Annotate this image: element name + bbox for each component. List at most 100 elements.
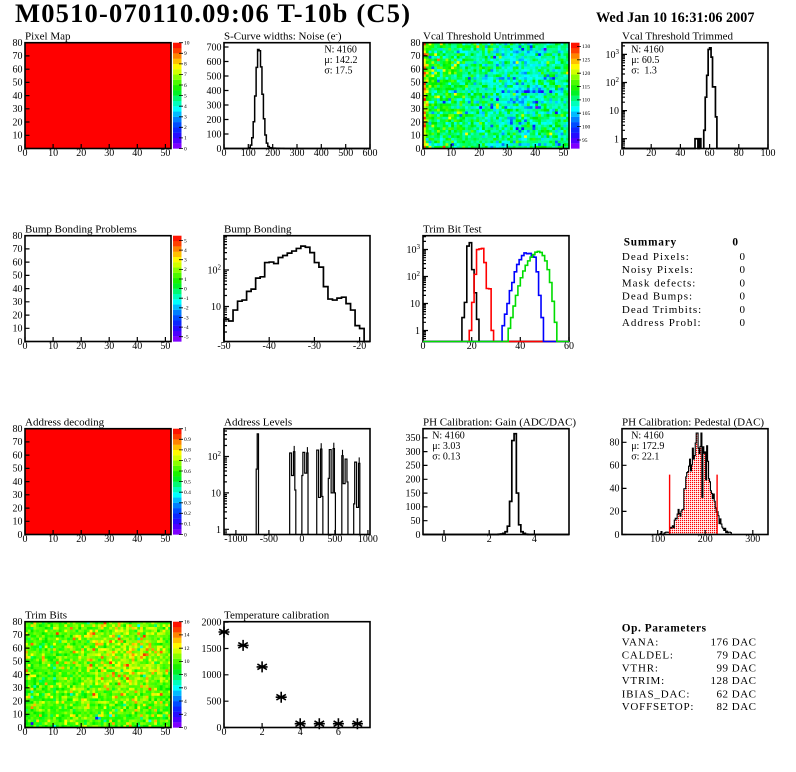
svg-text:4: 4 [184,248,187,254]
svg-text:σ: 17.5: σ: 17.5 [324,65,352,76]
svg-text:250: 250 [406,461,421,472]
svg-text:2000: 2000 [202,617,222,628]
svg-text:60: 60 [13,643,23,654]
svg-text:7: 7 [184,72,187,78]
svg-text:Dead Trimbits:: Dead Trimbits: [622,304,702,316]
svg-text:60: 60 [13,450,23,461]
svg-text:0: 0 [222,148,227,159]
svg-text:600: 600 [207,57,222,68]
svg-text:20: 20 [411,117,421,128]
svg-text:0: 0 [217,723,222,734]
svg-text:100: 100 [650,534,665,545]
svg-text:80: 80 [13,231,23,242]
svg-text:5: 5 [184,238,187,244]
svg-text:60: 60 [705,148,715,159]
svg-text:10: 10 [211,489,221,500]
svg-text:40: 40 [411,91,421,102]
svg-text:1: 1 [184,136,187,142]
svg-text:100: 100 [241,148,256,159]
svg-text:2: 2 [487,534,492,545]
svg-text:0.4: 0.4 [184,490,191,496]
svg-text:40: 40 [132,148,142,159]
svg-text:10: 10 [411,131,421,142]
svg-text:30: 30 [104,534,114,545]
svg-text:350: 350 [406,433,421,444]
svg-text:100: 100 [406,502,421,513]
svg-text:4: 4 [184,104,187,110]
svg-text:2: 2 [184,125,187,131]
svg-text:Temperature calibration: Temperature calibration [224,610,330,622]
svg-text:10: 10 [48,534,58,545]
svg-text:130: 130 [582,44,591,50]
svg-text:9: 9 [184,51,187,57]
svg-text:-500: -500 [260,534,278,545]
svg-text:600: 600 [363,148,378,159]
svg-text:300: 300 [745,534,760,545]
svg-text:10: 10 [13,324,23,335]
svg-text:0: 0 [299,534,304,545]
svg-text:6: 6 [184,686,187,692]
svg-text:Bump Bonding: Bump Bonding [224,224,292,236]
svg-text:105: 105 [582,111,591,117]
svg-text:Address Probl:: Address Probl: [622,317,702,329]
svg-text:-4: -4 [184,325,189,331]
svg-text:0.7: 0.7 [184,458,191,464]
svg-text:50: 50 [160,727,170,738]
svg-text:1: 1 [184,427,187,433]
svg-text:0.9: 0.9 [184,437,191,443]
svg-text:M0510-070110.09:06 T-10b (C5): M0510-070110.09:06 T-10b (C5) [15,0,411,28]
svg-text:0: 0 [740,278,746,290]
svg-text:8: 8 [184,62,187,68]
svg-text:10: 10 [446,148,456,159]
svg-text:Pixel Map: Pixel Map [25,31,71,43]
svg-text:12: 12 [184,646,190,652]
svg-text:20: 20 [467,341,477,352]
svg-text:10: 10 [410,299,420,310]
svg-text:CALDEL:: CALDEL: [622,649,674,661]
svg-text:30: 30 [411,104,421,115]
svg-text:10: 10 [184,659,190,665]
svg-text:VTRIM:: VTRIM: [622,675,665,687]
svg-text:40: 40 [13,477,23,488]
svg-text:10: 10 [13,710,23,721]
svg-text:150: 150 [406,488,421,499]
svg-text:400: 400 [314,148,329,159]
svg-text:110: 110 [582,98,590,104]
svg-text:2: 2 [260,727,265,738]
svg-text:20: 20 [13,696,23,707]
svg-text:2: 2 [184,267,187,273]
svg-text:20: 20 [76,727,86,738]
svg-text:80: 80 [13,617,23,628]
svg-text:0: 0 [23,148,28,159]
svg-text:500: 500 [207,697,222,708]
svg-text:IBIAS_DAC:: IBIAS_DAC: [622,688,691,700]
svg-text:Noisy Pixels:: Noisy Pixels: [622,264,694,276]
svg-text:0.3: 0.3 [184,501,191,507]
svg-text:40: 40 [13,284,23,295]
svg-text:125: 125 [582,58,591,64]
svg-text:30: 30 [104,148,114,159]
svg-text:0: 0 [421,341,426,352]
svg-text:20: 20 [76,341,86,352]
svg-text:Op. Parameters: Op. Parameters [622,623,707,635]
svg-text:40: 40 [132,534,142,545]
svg-text:-5: -5 [184,335,189,341]
svg-text:60: 60 [610,461,620,472]
svg-text:N: 4160: N: 4160 [432,431,465,442]
svg-text:80: 80 [734,148,744,159]
svg-text:50: 50 [160,534,170,545]
svg-text:50: 50 [160,341,170,352]
svg-text:0: 0 [18,144,23,155]
svg-text:30: 30 [13,297,23,308]
svg-text:50: 50 [411,516,421,527]
svg-text:σ: 22.1: σ: 22.1 [631,451,659,462]
svg-text:200: 200 [406,475,421,486]
svg-text:1: 1 [614,134,619,145]
svg-text:0: 0 [184,532,187,538]
svg-text:0: 0 [740,264,746,276]
svg-text:8: 8 [184,672,187,678]
svg-text:20: 20 [76,534,86,545]
svg-text:30: 30 [104,727,114,738]
svg-text:20: 20 [13,310,23,321]
svg-text:176 DAC: 176 DAC [711,637,757,649]
